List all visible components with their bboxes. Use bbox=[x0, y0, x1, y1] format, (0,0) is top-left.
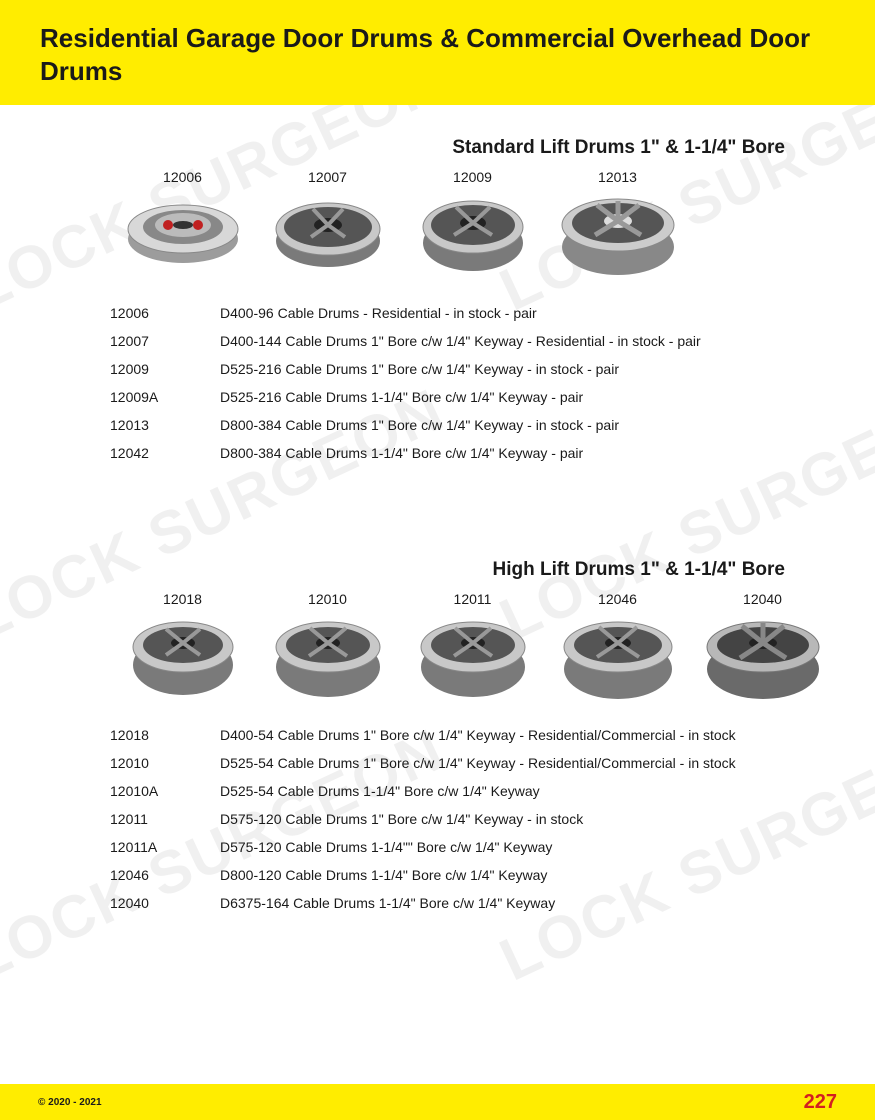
product-item: 12009 bbox=[400, 169, 545, 279]
spec-row: 12010D525-54 Cable Drums 1" Bore c/w 1/4… bbox=[110, 749, 835, 777]
copyright: © 2020 - 2021 bbox=[38, 1097, 102, 1108]
drum-icon bbox=[698, 611, 828, 701]
product-item: 12018 bbox=[110, 591, 255, 701]
spec-desc: D6375-164 Cable Drums 1-1/4" Bore c/w 1/… bbox=[220, 889, 835, 917]
spec-row: 12011AD575-120 Cable Drums 1-1/4"" Bore … bbox=[110, 833, 835, 861]
product-row-highlift: 12018 12010 12011 bbox=[40, 591, 835, 701]
header-band: Residential Garage Door Drums & Commerci… bbox=[0, 0, 875, 105]
spec-desc: D575-120 Cable Drums 1-1/4"" Bore c/w 1/… bbox=[220, 833, 835, 861]
product-code: 12010 bbox=[308, 591, 347, 607]
spec-desc: D525-216 Cable Drums 1" Bore c/w 1/4" Ke… bbox=[220, 355, 835, 383]
drum-icon bbox=[408, 611, 538, 701]
product-code: 12040 bbox=[743, 591, 782, 607]
spec-row: 12040D6375-164 Cable Drums 1-1/4" Bore c… bbox=[110, 889, 835, 917]
spec-code: 12040 bbox=[110, 889, 220, 917]
product-item: 12046 bbox=[545, 591, 690, 701]
product-code: 12013 bbox=[598, 169, 637, 185]
product-row-standard: 12006 12007 12009 bbox=[40, 169, 835, 279]
spec-row: 12013D800-384 Cable Drums 1" Bore c/w 1/… bbox=[110, 411, 835, 439]
spec-desc: D525-54 Cable Drums 1-1/4" Bore c/w 1/4"… bbox=[220, 777, 835, 805]
spec-code: 12006 bbox=[110, 299, 220, 327]
content-area: Standard Lift Drums 1" & 1-1/4" Bore 120… bbox=[0, 137, 875, 917]
product-item: 12007 bbox=[255, 169, 400, 279]
spec-row: 12010AD525-54 Cable Drums 1-1/4" Bore c/… bbox=[110, 777, 835, 805]
spec-code: 12046 bbox=[110, 861, 220, 889]
product-item: 12006 bbox=[110, 169, 255, 279]
spec-code: 12042 bbox=[110, 439, 220, 467]
spec-row: 12009D525-216 Cable Drums 1" Bore c/w 1/… bbox=[110, 355, 835, 383]
spec-list-standard: 12006D400-96 Cable Drums - Residential -… bbox=[40, 299, 835, 467]
footer-band: © 2020 - 2021 227 bbox=[0, 1084, 875, 1120]
spec-row: 12011D575-120 Cable Drums 1" Bore c/w 1/… bbox=[110, 805, 835, 833]
spec-code: 12018 bbox=[110, 721, 220, 749]
spec-row: 12042D800-384 Cable Drums 1-1/4" Bore c/… bbox=[110, 439, 835, 467]
section-title-highlift: High Lift Drums 1" & 1-1/4" Bore bbox=[40, 559, 835, 581]
page-number: 227 bbox=[804, 1091, 837, 1114]
spec-code: 12009A bbox=[110, 383, 220, 411]
drum-icon bbox=[408, 189, 538, 279]
drum-icon bbox=[553, 611, 683, 701]
spec-desc: D800-120 Cable Drums 1-1/4" Bore c/w 1/4… bbox=[220, 861, 835, 889]
drum-icon bbox=[118, 611, 248, 701]
spec-code: 12010A bbox=[110, 777, 220, 805]
page-title: Residential Garage Door Drums & Commerci… bbox=[40, 22, 835, 87]
spec-row: 12046D800-120 Cable Drums 1-1/4" Bore c/… bbox=[110, 861, 835, 889]
spec-row: 12007D400-144 Cable Drums 1" Bore c/w 1/… bbox=[110, 327, 835, 355]
product-item: 12013 bbox=[545, 169, 690, 279]
product-item: 12040 bbox=[690, 591, 835, 701]
drum-icon bbox=[118, 189, 248, 279]
spec-desc: D800-384 Cable Drums 1-1/4" Bore c/w 1/4… bbox=[220, 439, 835, 467]
drum-icon bbox=[553, 189, 683, 279]
spec-code: 12009 bbox=[110, 355, 220, 383]
spec-desc: D525-54 Cable Drums 1" Bore c/w 1/4" Key… bbox=[220, 749, 835, 777]
spec-code: 12013 bbox=[110, 411, 220, 439]
spec-row: 12006D400-96 Cable Drums - Residential -… bbox=[110, 299, 835, 327]
product-item: 12011 bbox=[400, 591, 545, 701]
product-item: 12010 bbox=[255, 591, 400, 701]
product-code: 12018 bbox=[163, 591, 202, 607]
spec-list-highlift: 12018D400-54 Cable Drums 1" Bore c/w 1/4… bbox=[40, 721, 835, 917]
spec-desc: D400-144 Cable Drums 1" Bore c/w 1/4" Ke… bbox=[220, 327, 835, 355]
product-code: 12011 bbox=[454, 591, 492, 607]
spec-desc: D800-384 Cable Drums 1" Bore c/w 1/4" Ke… bbox=[220, 411, 835, 439]
spec-row: 12018D400-54 Cable Drums 1" Bore c/w 1/4… bbox=[110, 721, 835, 749]
spec-desc: D400-96 Cable Drums - Residential - in s… bbox=[220, 299, 835, 327]
product-code: 12006 bbox=[163, 169, 202, 185]
spec-row: 12009AD525-216 Cable Drums 1-1/4" Bore c… bbox=[110, 383, 835, 411]
spec-code: 12010 bbox=[110, 749, 220, 777]
drum-icon bbox=[263, 611, 393, 701]
product-code: 12007 bbox=[308, 169, 347, 185]
spec-code: 12007 bbox=[110, 327, 220, 355]
section-title-standard: Standard Lift Drums 1" & 1-1/4" Bore bbox=[40, 137, 835, 159]
spec-desc: D525-216 Cable Drums 1-1/4" Bore c/w 1/4… bbox=[220, 383, 835, 411]
product-code: 12009 bbox=[453, 169, 492, 185]
spec-desc: D575-120 Cable Drums 1" Bore c/w 1/4" Ke… bbox=[220, 805, 835, 833]
spec-code: 12011A bbox=[110, 833, 220, 861]
spec-code: 12011 bbox=[110, 805, 220, 833]
spec-desc: D400-54 Cable Drums 1" Bore c/w 1/4" Key… bbox=[220, 721, 835, 749]
product-code: 12046 bbox=[598, 591, 637, 607]
drum-icon bbox=[263, 189, 393, 279]
